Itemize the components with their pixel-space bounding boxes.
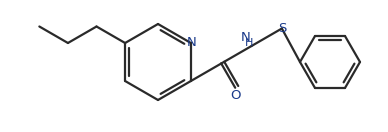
Text: N: N [241, 30, 250, 44]
Text: S: S [278, 22, 286, 35]
Text: H: H [245, 38, 254, 48]
Text: N: N [187, 37, 197, 50]
Text: O: O [230, 89, 241, 102]
